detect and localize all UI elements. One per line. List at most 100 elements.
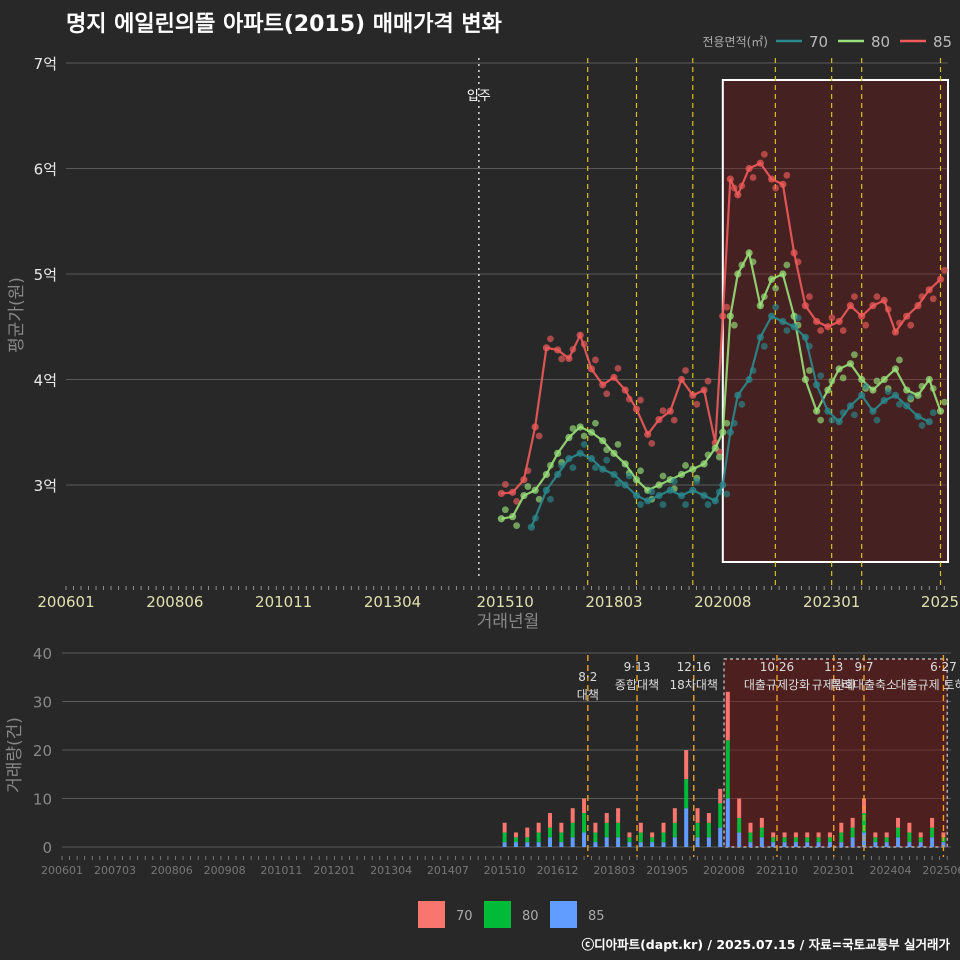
price-point-80 (704, 451, 712, 459)
price-point-70 (851, 411, 858, 419)
price-point-80 (632, 476, 641, 484)
price-point-80 (689, 465, 697, 473)
price-legend-title: 전용면적(㎡) (702, 35, 768, 49)
price-xtick-label: 202008 (694, 593, 751, 611)
price-point-85 (794, 258, 802, 266)
price-point-85 (610, 373, 618, 381)
price-point-80 (542, 470, 551, 479)
price-point-70 (745, 375, 753, 384)
volume-bar-80 (759, 827, 764, 838)
volume-ytick-label: 30 (33, 694, 52, 712)
volume-bar-80 (604, 822, 609, 838)
price-point-70 (884, 388, 892, 395)
volume-ytick-label: 20 (33, 742, 52, 760)
volume-highlight-box (723, 658, 948, 848)
price-point-80 (858, 375, 866, 384)
price-point-85 (891, 328, 900, 336)
price-point-80 (851, 351, 858, 359)
volume-bar-70 (525, 827, 530, 838)
price-point-80 (817, 416, 825, 424)
volume-bar-70 (737, 798, 742, 818)
price-point-70 (632, 491, 641, 500)
price-xtick-label: 201803 (585, 593, 642, 611)
price-point-80 (768, 275, 776, 283)
volume-bar-85 (896, 837, 901, 847)
price-point-85 (625, 395, 633, 403)
volume-bar-70 (896, 817, 901, 828)
price-point-85 (772, 184, 779, 192)
price-point-85 (648, 439, 656, 447)
price-point-85 (734, 191, 742, 199)
price-point-70 (527, 523, 535, 531)
price-point-70 (666, 486, 674, 494)
volume-bar-70 (661, 822, 666, 833)
volume-bar-70 (706, 813, 711, 823)
price-point-85 (542, 344, 551, 352)
price-point-80 (846, 360, 855, 368)
price-xtick-label: 200601 (37, 593, 94, 611)
price-point-70 (835, 418, 843, 426)
price-point-85 (726, 175, 734, 183)
volume-bar-70 (672, 808, 677, 823)
volume-bar-80 (525, 837, 530, 843)
volume-bar-70 (582, 798, 587, 814)
price-legend-label-70: 70 (809, 33, 828, 51)
price-point-70 (670, 477, 678, 485)
price-point-85 (554, 346, 562, 354)
volume-xtick-label: 200908 (204, 864, 246, 877)
volume-bar-85 (737, 832, 742, 847)
volume-bar-80 (650, 837, 655, 843)
price-xtick-label: 2025 (921, 593, 959, 611)
price-point-80 (839, 374, 847, 382)
price-point-70 (896, 400, 903, 408)
volume-bar-85 (582, 832, 587, 847)
volume-bar-80 (638, 832, 643, 843)
price-point-70 (907, 393, 915, 401)
volume-bar-80 (548, 827, 553, 838)
volume-bar-70 (793, 832, 798, 838)
price-legend-label-80: 80 (871, 33, 890, 51)
volume-xtick-label: 201011 (260, 864, 302, 877)
price-point-70 (719, 481, 727, 489)
volume-bar-85 (548, 837, 553, 847)
volume-bar-85 (805, 842, 810, 847)
price-point-85 (614, 364, 622, 372)
volume-bar-85 (759, 837, 764, 847)
price-point-85 (535, 432, 543, 440)
credit-text: ⓒ디아파트(dapt.kr) / 2025.07.15 / 자료=국토교통부 실… (581, 937, 950, 952)
volume-bar-85 (941, 842, 946, 847)
price-point-85 (693, 400, 701, 408)
volume-bar-70 (593, 822, 598, 833)
price-point-85 (513, 497, 521, 505)
volume-ytick-label: 10 (33, 791, 52, 809)
price-point-80 (700, 460, 708, 468)
price-point-80 (891, 365, 900, 373)
price-point-80 (756, 302, 764, 310)
volume-bar-80 (627, 837, 632, 843)
price-point-80 (805, 367, 813, 374)
volume-bar-80 (850, 827, 855, 838)
price-point-80 (936, 407, 945, 415)
price-point-85 (700, 386, 708, 394)
volume-ytick-label: 0 (42, 839, 52, 857)
price-xtick-label: 202301 (803, 593, 860, 611)
price-point-85 (873, 293, 881, 301)
volume-bar-80 (805, 837, 810, 843)
volume-yaxis-label: 거래량(건) (5, 717, 25, 793)
price-point-70 (862, 382, 870, 390)
volume-bar-80 (793, 837, 798, 843)
volume-bar-70 (548, 813, 553, 828)
volume-policy-label: 9·13 (624, 660, 651, 674)
price-point-85 (903, 312, 911, 320)
price-point-85 (670, 416, 678, 424)
price-point-70 (648, 488, 656, 496)
price-point-80 (711, 444, 719, 452)
volume-bar-80 (570, 822, 575, 838)
volume-bar-80 (672, 822, 677, 838)
price-point-80 (734, 270, 742, 278)
price-point-85 (914, 302, 922, 310)
volume-bar-80 (861, 813, 866, 833)
price-point-85 (666, 407, 674, 415)
volume-bar-85 (706, 837, 711, 847)
